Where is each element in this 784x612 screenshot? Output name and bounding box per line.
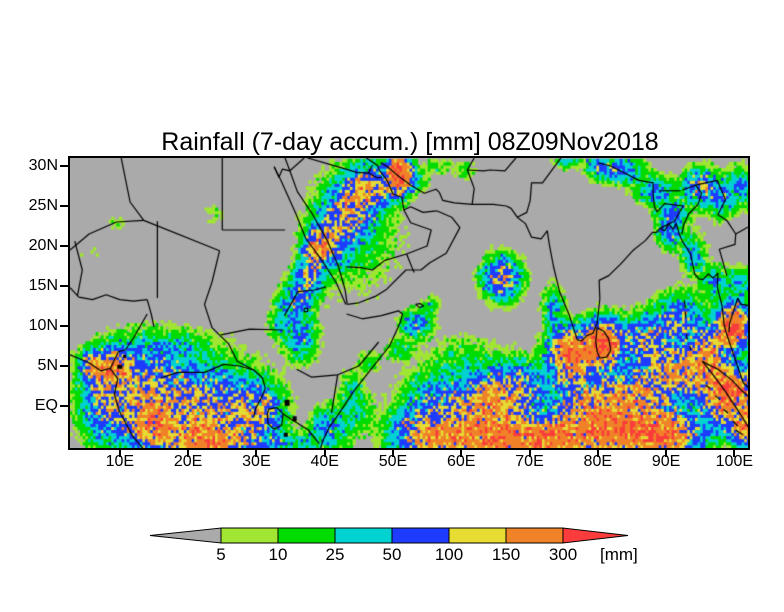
colorbar-threshold-label: 25 bbox=[325, 545, 345, 564]
colorbar-segment bbox=[391, 527, 450, 544]
lat-tick-mark bbox=[60, 245, 68, 247]
lon-tick-mark bbox=[460, 450, 463, 457]
lon-tick-mark bbox=[391, 450, 394, 457]
lat-tick-label: 25N bbox=[28, 197, 58, 214]
colorbar-threshold-label: 100 bbox=[434, 545, 464, 564]
colorbar-segment bbox=[334, 527, 393, 544]
lat-tick-mark bbox=[60, 405, 68, 407]
lon-tick-mark bbox=[665, 450, 668, 457]
lon-tick-label: 30E bbox=[242, 453, 271, 470]
colorbar-right-arrow bbox=[562, 527, 629, 544]
lat-tick-label: 10N bbox=[28, 317, 58, 334]
colorbar-units-label: [mm] bbox=[600, 545, 638, 564]
colorbar-threshold-label: 5 bbox=[216, 545, 226, 564]
lon-tick-label: 100E bbox=[715, 453, 754, 470]
lon-tick-mark bbox=[118, 450, 121, 457]
lat-tick-mark bbox=[60, 205, 68, 207]
colorbar-segment bbox=[277, 527, 336, 544]
figure-title: Rainfall (7-day accum.) [mm] 08Z09Nov201… bbox=[161, 128, 659, 156]
colorbar-segment bbox=[448, 527, 507, 544]
lat-tick-mark bbox=[60, 165, 68, 167]
colorbar-segment bbox=[220, 527, 279, 544]
lat-tick-label: 30N bbox=[28, 157, 58, 174]
colorbar-threshold-label: 150 bbox=[491, 545, 521, 564]
lon-tick-label: 10E bbox=[105, 453, 135, 470]
lat-tick-mark bbox=[60, 325, 68, 327]
lat-tick-mark bbox=[60, 365, 68, 367]
lon-tick-label: 60E bbox=[446, 453, 476, 470]
lon-tick-label: 90E bbox=[651, 453, 681, 470]
lon-tick-mark bbox=[733, 450, 736, 457]
lon-tick-mark bbox=[255, 450, 258, 457]
colorbar-threshold-label: 10 bbox=[268, 545, 288, 564]
lon-tick-label: 70E bbox=[515, 453, 544, 470]
lon-tick-mark bbox=[596, 450, 599, 457]
lon-tick-mark bbox=[528, 450, 531, 457]
colorbar-left-arrow bbox=[149, 527, 222, 544]
colorbar-threshold-label: 300 bbox=[548, 545, 578, 564]
colorbar-threshold-label: 50 bbox=[382, 545, 402, 564]
colorbar-segment bbox=[505, 527, 564, 544]
lon-tick-label: 20E bbox=[173, 453, 203, 470]
map-frame bbox=[68, 156, 750, 450]
lat-tick-mark bbox=[60, 285, 68, 287]
lat-tick-label: 5N bbox=[37, 357, 58, 374]
lon-tick-label: 50E bbox=[378, 453, 408, 470]
lon-tick-label: 40E bbox=[310, 453, 339, 470]
lat-tick-label: 15N bbox=[28, 277, 58, 294]
rainfall-map-canvas bbox=[70, 158, 748, 448]
lat-tick-label: EQ bbox=[34, 397, 58, 414]
colorbar bbox=[149, 527, 629, 544]
lon-tick-mark bbox=[323, 450, 326, 457]
lon-tick-label: 80E bbox=[583, 453, 613, 470]
lon-tick-mark bbox=[187, 450, 190, 457]
lat-tick-label: 20N bbox=[28, 237, 58, 254]
